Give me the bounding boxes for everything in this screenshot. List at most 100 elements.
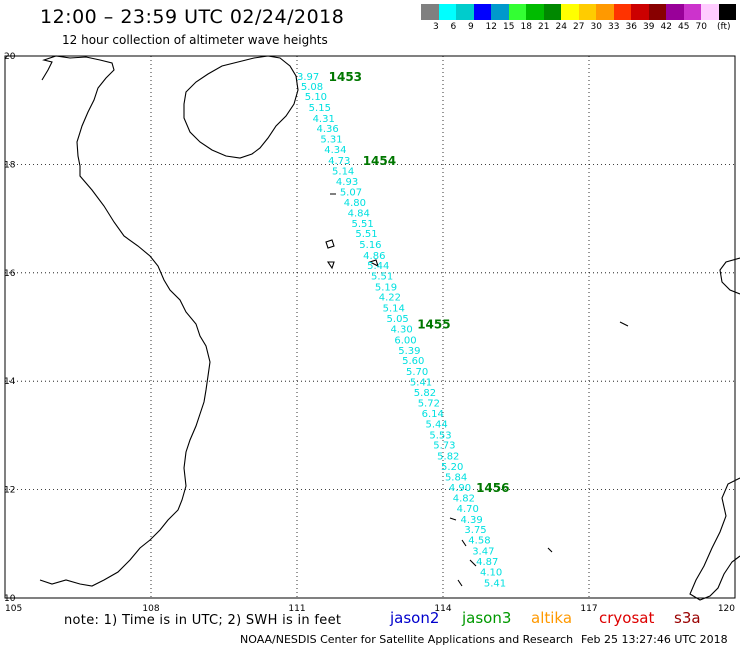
map-frame: [4, 55, 736, 599]
scale-label: 3: [433, 22, 439, 32]
satellite-track: 3.975.085.105.154.314.365.314.344.735.14…: [297, 72, 506, 589]
wave-height-value: 5.39: [398, 346, 420, 357]
scale-swatch: [456, 4, 474, 20]
legend-item-jason3: jason3: [462, 609, 512, 627]
paracel-islands: [325, 193, 379, 270]
scale-swatch: [508, 4, 526, 20]
latitude-tick-label: 12: [4, 486, 15, 496]
scale-label: 9: [468, 22, 474, 32]
wave-height-value: 4.31: [313, 114, 335, 125]
wave-height-color-scale: [421, 4, 736, 20]
coastline: [39, 55, 740, 601]
longitude-tick-label: 114: [434, 604, 451, 614]
wave-height-value: 5.20: [441, 462, 463, 473]
latitude-tick-label: 14: [4, 377, 16, 387]
lat-lon-grid: [5, 56, 735, 598]
scale-label: 24: [555, 22, 567, 32]
latitude-tick-label: 18: [4, 160, 16, 170]
scale-label: 30: [590, 22, 602, 32]
wave-height-value: 5.19: [375, 282, 397, 293]
scale-swatch: [473, 4, 491, 20]
scale-label: 45: [678, 22, 690, 32]
wave-height-value: 5.16: [359, 240, 381, 251]
scale-label: 33: [608, 22, 620, 32]
wave-height-value: 5.51: [355, 229, 377, 240]
wave-height-value: 3.47: [472, 546, 494, 557]
color-scale-labels: 3 6 9 12 15 18 21 24 27 30 33 36 39 42 45 70: [421, 22, 740, 34]
scale-swatch: [648, 4, 666, 20]
wave-height-value: 6.14: [422, 409, 444, 420]
wave-height-value: 3.97: [297, 72, 319, 83]
wave-height-value: 5.82: [437, 451, 459, 462]
wave-height-value: 4.80: [344, 198, 366, 209]
scale-label: 27: [573, 22, 585, 32]
wave-height-value: 3.75: [464, 525, 486, 536]
wave-height-value: 5.44: [425, 419, 447, 430]
wave-height-value: 5.60: [402, 356, 424, 367]
hainan-coastline: [183, 55, 299, 159]
map-subtitle: 12 hour collection of altimeter wave hei…: [62, 33, 328, 47]
wave-height-value: 5.41: [484, 578, 506, 589]
longitude-tick-label: 105: [5, 604, 22, 614]
wave-height-value: 4.73: [328, 156, 350, 167]
wave-height-value: 4.90: [449, 483, 471, 494]
wave-height-value: 4.87: [476, 557, 498, 568]
time-marker-label: 1455: [417, 318, 450, 332]
scale-swatch: [718, 4, 736, 20]
wave-height-value: 5.31: [320, 134, 342, 145]
latitude-tick-label: 10: [4, 594, 16, 604]
scale-label: 18: [520, 22, 532, 32]
wave-height-value: 4.86: [363, 251, 385, 262]
wave-height-value: 5.70: [406, 367, 428, 378]
wave-height-value: 4.84: [348, 209, 370, 220]
wave-height-value: 5.51: [352, 219, 374, 230]
wave-height-value: 5.14: [383, 303, 405, 314]
longitude-tick-label: 111: [288, 604, 305, 614]
wave-height-value: 5.08: [301, 82, 323, 93]
scale-swatch: [596, 4, 614, 20]
wave-height-value: 5.82: [414, 388, 436, 399]
time-marker-label: 1453: [329, 70, 362, 84]
longitude-tick-label: 120: [718, 604, 735, 614]
wave-height-value: 5.84: [445, 473, 467, 484]
wave-height-value: 5.07: [340, 188, 362, 199]
wave-height-value: 4.34: [324, 145, 346, 156]
generation-timestamp: Feb 25 13:27:46 UTC 2018: [581, 633, 728, 646]
wave-height-value: 5.15: [309, 103, 331, 114]
scale-unit: (ft): [717, 22, 731, 32]
time-marker-label: 1454: [363, 154, 396, 168]
scale-swatch: [526, 4, 544, 20]
philippines-south-coastline: [689, 477, 740, 601]
wave-height-value: 5.41: [410, 378, 432, 389]
wave-height-value: 5.44: [367, 261, 389, 272]
wave-height-value: 5.05: [387, 314, 409, 325]
scale-swatch: [561, 4, 579, 20]
longitude-tick-label: 117: [580, 604, 597, 614]
scale-swatch: [631, 4, 649, 20]
scale-swatch: [683, 4, 701, 20]
credit-text: NOAA/NESDIS Center for Satellite Applica…: [240, 633, 574, 646]
footer-note: note: 1) Time is in UTC; 2) SWH is in fe…: [64, 613, 342, 628]
scale-label: 15: [503, 22, 515, 32]
wave-height-value: 4.10: [480, 567, 502, 578]
wave-height-value: 5.53: [429, 430, 451, 441]
scale-label: 39: [643, 22, 655, 32]
scale-swatch: [421, 4, 439, 20]
scale-label: 21: [538, 22, 550, 32]
map-title: 12:00 – 23:59 UTC 02/24/2018: [40, 6, 345, 28]
wave-height-value: 5.73: [433, 441, 455, 452]
wave-height-value: 4.22: [379, 293, 401, 304]
scale-swatch: [543, 4, 561, 20]
wave-height-value: 4.39: [461, 515, 483, 526]
scale-swatch: [438, 4, 456, 20]
longitude-tick-label: 108: [142, 604, 159, 614]
scale-label: 70: [695, 22, 707, 32]
scale-swatch: [701, 4, 719, 20]
scale-swatch: [613, 4, 631, 20]
axis-tick-labels: 105 108 111 114 117 120 20 18 16 14 12 10: [4, 52, 735, 614]
legend-item-cryosat: cryosat: [599, 609, 655, 627]
philippines-coastline: [719, 257, 740, 295]
latitude-tick-label: 20: [4, 52, 16, 62]
scale-label: 6: [450, 22, 457, 32]
